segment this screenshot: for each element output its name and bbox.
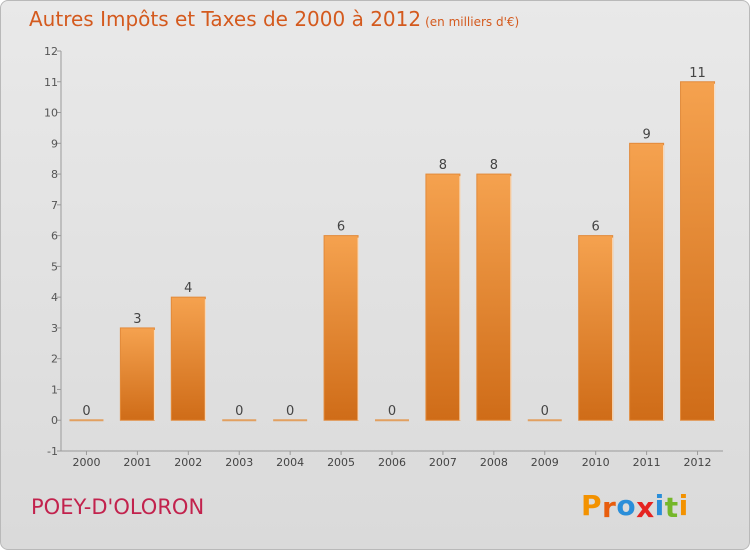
value-label: 4 (184, 281, 192, 296)
value-label: 0 (388, 404, 396, 419)
logo-letter: o (616, 489, 637, 522)
y-tick-label: 11 (44, 76, 58, 89)
x-tick-label: 2007 (429, 456, 457, 469)
y-tick-label: -1 (47, 445, 58, 458)
x-tick-label: 2009 (531, 456, 559, 469)
x-tick-label: 2002 (174, 456, 202, 469)
logo-letter: t (664, 491, 679, 524)
logo-letter: i (678, 489, 689, 522)
chart-unit: (en milliers d'€) (425, 15, 520, 29)
chart-title-text: Autres Impôts et Taxes de 2000 à 2012 (29, 7, 422, 31)
logo-letter: P (581, 489, 603, 522)
bars-group (69, 81, 716, 422)
logo-letter: i (654, 489, 665, 522)
x-tick-label: 2003 (225, 456, 253, 469)
y-tick-label: 0 (51, 414, 58, 427)
bar (170, 296, 206, 421)
x-tick-label: 2005 (327, 456, 355, 469)
value-label: 6 (592, 220, 600, 235)
bar (323, 235, 359, 421)
y-tick-label: 7 (51, 199, 58, 212)
value-label: 8 (439, 158, 447, 173)
x-tick-label: 2006 (378, 456, 406, 469)
logo-letter: r (602, 491, 617, 524)
commune-name: POEY-D'OLORON (31, 495, 205, 519)
y-tick-label: 4 (51, 291, 58, 304)
bar (680, 81, 716, 421)
value-label: 8 (490, 158, 498, 173)
y-tick-label: 9 (51, 137, 58, 150)
x-tick-label: 2004 (276, 456, 304, 469)
bar (629, 142, 665, 421)
value-labels-group: 0 3 4 0 0 6 0 8 8 0 6 9 11 (82, 66, 705, 419)
bar (578, 235, 614, 421)
value-label: 6 (337, 220, 345, 235)
chart-title: Autres Impôts et Taxes de 2000 à 2012 (en… (29, 7, 519, 31)
y-tick-label: 2 (51, 353, 58, 366)
y-tick-label: 5 (51, 260, 58, 273)
y-tick-label: 1 (51, 383, 58, 396)
x-tick-label: 2010 (582, 456, 610, 469)
bar (119, 327, 155, 421)
x-tick-label: 2001 (123, 456, 151, 469)
value-label: 0 (235, 404, 243, 419)
value-label: 3 (133, 312, 141, 327)
y-tick-label: 10 (44, 107, 58, 120)
x-tick-label: 2012 (684, 456, 712, 469)
y-tick-label: 6 (51, 230, 58, 243)
value-label: 0 (541, 404, 549, 419)
value-label: 0 (286, 404, 294, 419)
x-tick-label: 2011 (633, 456, 661, 469)
logo-letter: x (636, 491, 655, 524)
value-label: 0 (82, 404, 90, 419)
y-tick-label: 8 (51, 168, 58, 181)
value-label: 9 (642, 127, 650, 142)
bar (425, 173, 461, 421)
x-tick-label: 2008 (480, 456, 508, 469)
bar (476, 173, 512, 421)
y-tick-label: 12 (44, 45, 58, 58)
y-tick-label: 3 (51, 322, 58, 335)
value-label: 11 (689, 66, 706, 81)
x-tick-label: 2000 (72, 456, 100, 469)
proxiti-logo: Proxiti (581, 489, 689, 524)
